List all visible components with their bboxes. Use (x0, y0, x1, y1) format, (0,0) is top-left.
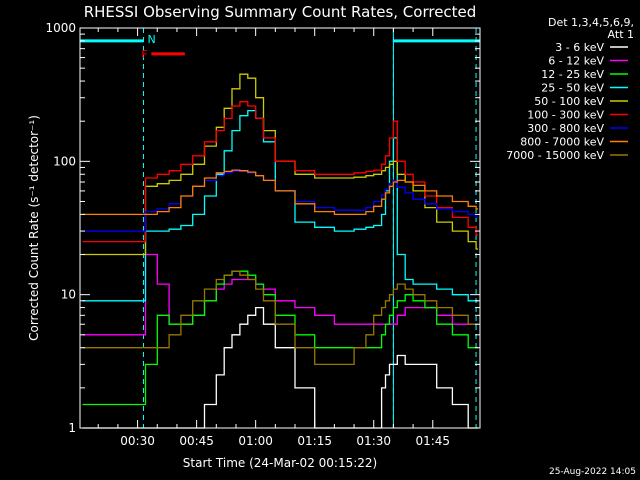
x-tick-label-3: 01:15 (297, 434, 332, 448)
y-tick-label-1: 10 (61, 288, 76, 302)
legend-label-0: 3 - 6 keV (555, 41, 604, 54)
series-line-3 (82, 109, 478, 302)
x-tick-label-1: 00:45 (179, 434, 214, 448)
series-line-4 (82, 73, 478, 256)
legend-label-8: 7000 - 15000 keV (506, 149, 604, 162)
footer-timestamp: 25-Aug-2022 14:05 (549, 467, 636, 477)
x-tick-label-2: 01:00 (238, 434, 273, 448)
legend-label-5: 100 - 300 keV (527, 109, 604, 122)
x-tick-label-5: 01:45 (415, 434, 450, 448)
y-tick-label-2: 100 (53, 154, 76, 168)
series-line-7 (82, 169, 478, 216)
y-axis-label: Corrected Count Rate (s⁻¹ detector⁻¹) (27, 115, 41, 341)
series-line-5 (82, 101, 478, 243)
legend-label-6: 300 - 800 keV (527, 122, 604, 135)
series-line-2 (82, 270, 478, 406)
plot-frame (79, 27, 481, 429)
x-tick-label-4: 01:30 (356, 434, 391, 448)
chart-title: RHESSI Observing Summary Count Rates, Co… (84, 3, 477, 21)
legend-header-line-2: Att 1 (608, 28, 634, 41)
x-axis-ticks: 00:30 00:45 01:00 01:15 01:30 01:45 (97, 28, 450, 448)
plot-marks: NF (80, 28, 480, 429)
legend-header-line-1: Det 1,3,4,5,6,9, (548, 16, 634, 29)
legend-label-2: 12 - 25 keV (541, 68, 604, 81)
flag-label-f: F (141, 48, 147, 61)
y-axis-ticks: 1 10 100 1000 (45, 21, 480, 435)
series-line-1 (82, 253, 478, 336)
y-tick-label-0: 1 (68, 421, 76, 435)
legend-label-1: 6 - 12 keV (548, 55, 604, 68)
y-tick-label-3: 1000 (45, 21, 76, 35)
legend-label-4: 50 - 100 keV (534, 95, 604, 108)
flag-label-n: N (147, 33, 155, 46)
x-axis-label: Start Time (24-Mar-02 00:15:22) (183, 456, 377, 470)
legend-label-3: 25 - 50 keV (541, 82, 604, 95)
legend-label-7: 800 - 7000 keV (520, 136, 604, 149)
series-line-8 (82, 270, 478, 366)
x-tick-label-0: 00:30 (120, 434, 155, 448)
